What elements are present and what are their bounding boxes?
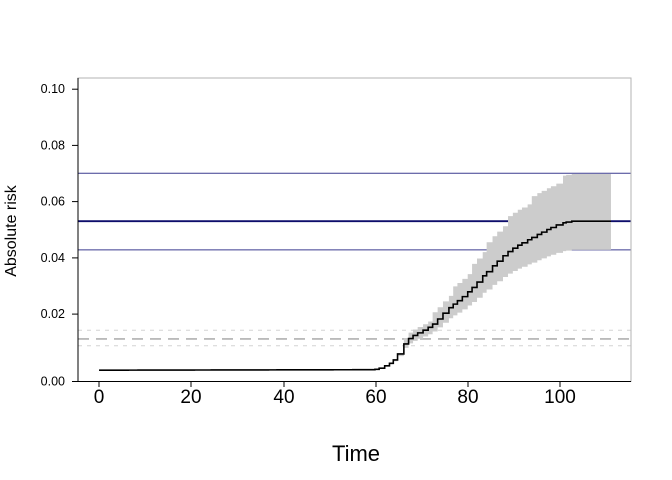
svg-text:100: 100: [544, 387, 576, 408]
svg-text:0.08: 0.08: [41, 138, 65, 152]
svg-text:0.10: 0.10: [41, 82, 65, 96]
svg-text:0.02: 0.02: [41, 307, 65, 321]
svg-text:60: 60: [365, 387, 386, 408]
svg-text:Absolute risk: Absolute risk: [3, 184, 20, 277]
svg-text:0.06: 0.06: [41, 195, 65, 209]
svg-text:Time: Time: [332, 441, 380, 466]
svg-text:0.00: 0.00: [41, 375, 65, 389]
svg-text:80: 80: [457, 387, 478, 408]
svg-text:20: 20: [180, 387, 201, 408]
svg-text:40: 40: [273, 387, 294, 408]
svg-text:0.04: 0.04: [41, 251, 65, 265]
svg-text:0: 0: [94, 387, 105, 408]
